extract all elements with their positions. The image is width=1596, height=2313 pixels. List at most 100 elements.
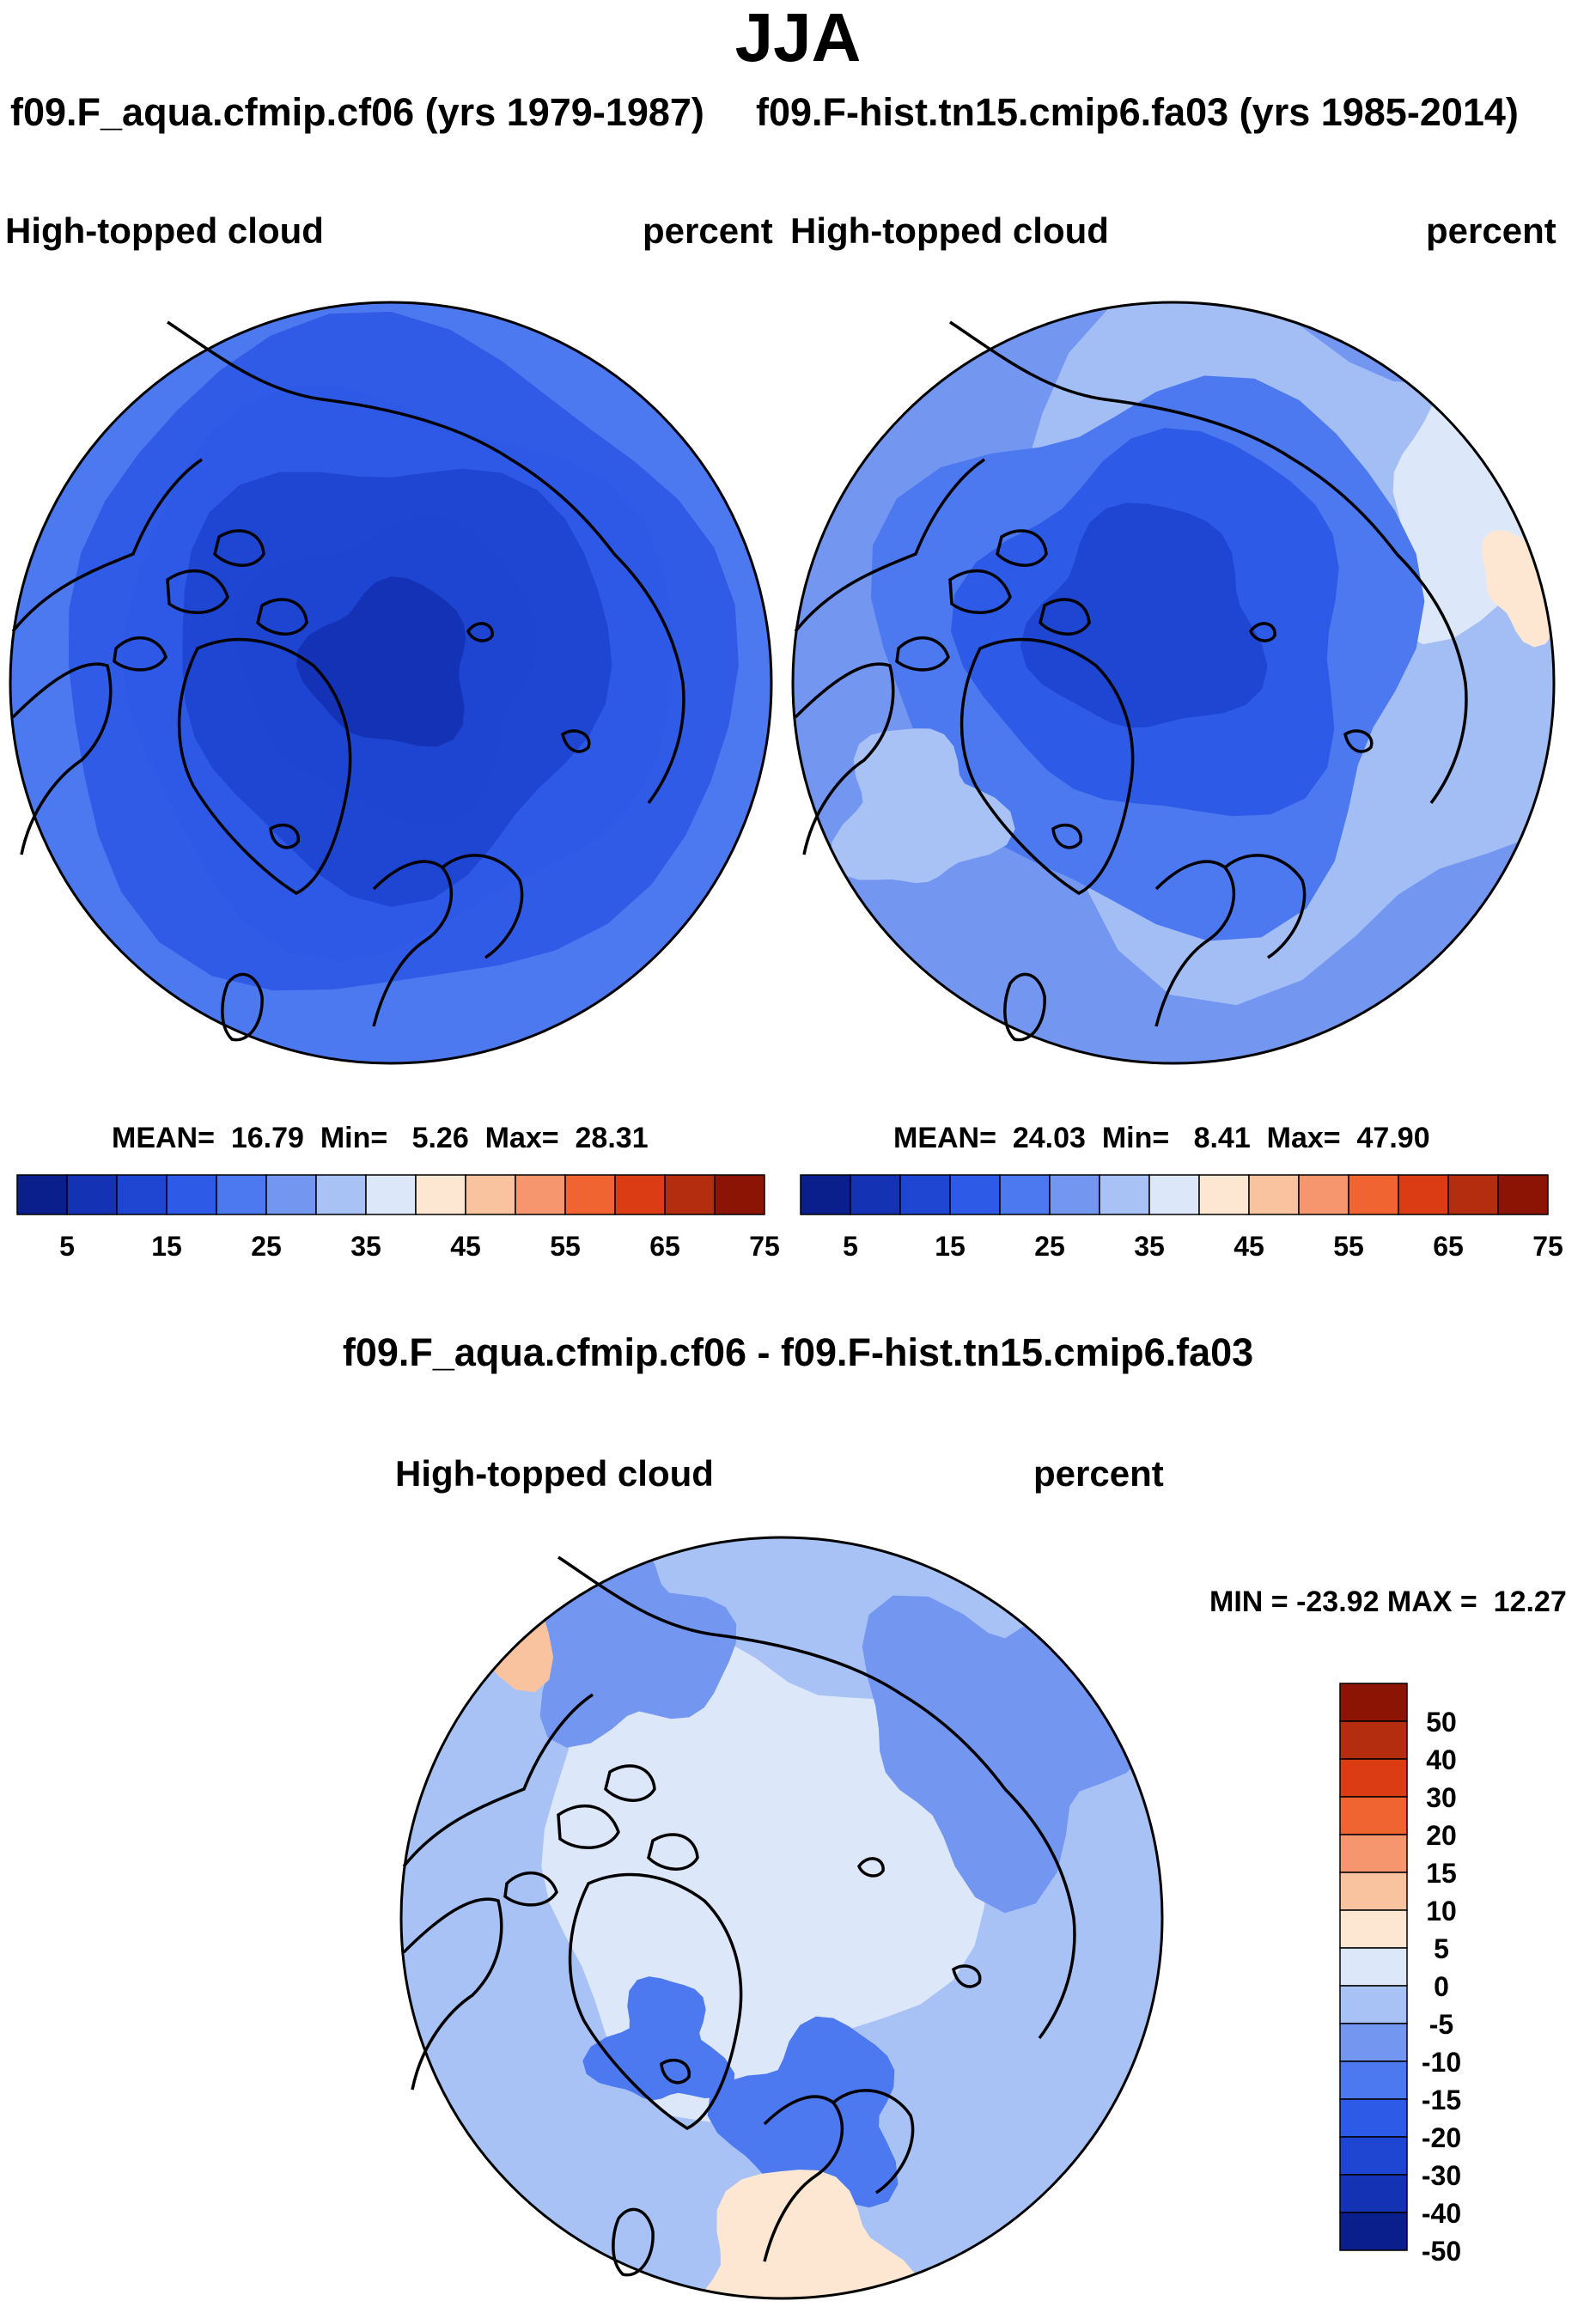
colorbar-box <box>1339 1796 1408 1835</box>
season-title: JJA <box>734 0 862 76</box>
colorbar-box <box>1497 1174 1549 1215</box>
colorbar-box <box>465 1174 516 1215</box>
diff-units-label: percent <box>1033 1453 1164 1494</box>
colorbar-box <box>800 1174 851 1215</box>
right-field-contour <box>831 728 1015 884</box>
colorbar-tick-label: 15 <box>151 1231 182 1262</box>
colorbar-box <box>999 1174 1051 1215</box>
colorbar-box <box>1339 2098 1408 2138</box>
colorbar-tick-label: 55 <box>550 1231 581 1262</box>
colorbar-tick-label: 25 <box>251 1231 282 1262</box>
colorbar-tick-label: -20 <box>1422 2122 1461 2153</box>
colorbar-box <box>216 1174 267 1215</box>
left-stats: MEAN= 16.79 Min= 5.26 Max= 28.31 <box>112 1122 649 1154</box>
colorbar-box <box>1339 1872 1408 1911</box>
colorbar-box <box>1049 1174 1100 1215</box>
colorbar-tick-label: -15 <box>1422 2085 1461 2115</box>
right-variable-label: High-topped cloud <box>790 210 1109 251</box>
colorbar-box <box>116 1174 168 1215</box>
right-colorbar: 5 15 25 35 45 55 65 75 <box>800 1174 1563 1262</box>
left-case-title: f09.F_aqua.cfmip.cf06 (yrs 1979-1987) <box>10 90 704 134</box>
colorbar-box <box>1148 1174 1200 1215</box>
left-units-label: percent <box>643 210 773 251</box>
colorbar-tick-label: 15 <box>935 1231 966 1262</box>
colorbar-box <box>1339 2023 1408 2062</box>
diff-variable-label: High-topped cloud <box>395 1453 714 1494</box>
colorbar-tick-label: 10 <box>1426 1896 1457 1926</box>
colorbar-box <box>1099 1174 1150 1215</box>
colorbar-tick-label: 55 <box>1333 1231 1364 1262</box>
colorbar-box <box>1339 1909 1408 1949</box>
left-map <box>9 301 773 1065</box>
colorbar-tick-label: -30 <box>1422 2160 1461 2191</box>
colorbar-box <box>1339 2174 1408 2213</box>
colorbar-box <box>614 1174 666 1215</box>
colorbar-box <box>415 1174 466 1215</box>
colorbar-tick-label: 30 <box>1426 1782 1457 1813</box>
colorbar-tick-label: 65 <box>649 1231 680 1262</box>
colorbar-box <box>1339 1758 1408 1798</box>
diff-title: f09.F_aqua.cfmip.cf06 - f09.F-hist.tn15.… <box>342 1330 1254 1374</box>
colorbar-box <box>899 1174 951 1215</box>
colorbar-tick-label: 45 <box>450 1231 481 1262</box>
right-field-contour <box>1481 530 1554 648</box>
colorbar-box <box>564 1174 616 1215</box>
colorbar-tick-label: 20 <box>1426 1820 1457 1851</box>
colorbar-tick-label: 75 <box>749 1231 780 1262</box>
diff-field-contour <box>691 2170 924 2298</box>
colorbar-box <box>949 1174 1001 1215</box>
colorbar-box <box>1248 1174 1300 1215</box>
colorbar-tick-label: 5 <box>843 1231 858 1262</box>
colorbar-box <box>1339 2136 1408 2176</box>
colorbar-box <box>714 1174 765 1215</box>
colorbar-tick-label: 5 <box>59 1231 75 1262</box>
colorbar-box <box>1339 1683 1408 1722</box>
colorbar-box <box>1339 2212 1408 2251</box>
colorbar-tick-label: -50 <box>1422 2236 1461 2267</box>
colorbar-tick-label: -5 <box>1429 2009 1453 2040</box>
colorbar-tick-label: -10 <box>1422 2047 1461 2078</box>
right-map <box>791 301 1556 1065</box>
colorbar-box <box>1447 1174 1499 1215</box>
colorbar-tick-label: -40 <box>1422 2198 1461 2229</box>
colorbar-box <box>515 1174 566 1215</box>
colorbar-tick-label: 5 <box>1434 1933 1449 1964</box>
colorbar-box <box>16 1174 68 1215</box>
colorbar-tick-label: 45 <box>1234 1231 1264 1262</box>
colorbar-box <box>850 1174 901 1215</box>
diff-stats: MIN = -23.92 MAX = 12.27 <box>1209 1586 1567 1618</box>
colorbar-box <box>1339 2060 1408 2100</box>
colorbar-box <box>1339 1834 1408 1873</box>
colorbar-box <box>265 1174 317 1215</box>
diff-map <box>399 1536 1164 2300</box>
right-stats: MEAN= 24.03 Min= 8.41 Max= 47.90 <box>893 1122 1430 1154</box>
left-variable-label: High-topped cloud <box>5 210 324 251</box>
colorbar-tick-label: 15 <box>1426 1858 1457 1889</box>
right-case-title: f09.F-hist.tn15.cmip6.fa03 (yrs 1985-201… <box>756 90 1519 134</box>
colorbar-tick-label: 40 <box>1426 1744 1457 1775</box>
colorbar-tick-label: 50 <box>1426 1707 1457 1738</box>
colorbar-tick-label: 35 <box>350 1231 381 1262</box>
diff-map-boundary <box>399 1536 1164 2300</box>
colorbar-box <box>166 1174 217 1215</box>
diff-field-contour <box>707 2016 899 2208</box>
colorbar-box <box>365 1174 417 1215</box>
colorbar-box <box>664 1174 716 1215</box>
colorbar-box <box>1198 1174 1250 1215</box>
colorbar-tick-label: 75 <box>1532 1231 1563 1262</box>
colorbar-box <box>1348 1174 1399 1215</box>
colorbar-box <box>1339 1720 1408 1760</box>
colorbar-box <box>1298 1174 1349 1215</box>
colorbar-box <box>66 1174 118 1215</box>
colorbar-box <box>315 1174 367 1215</box>
colorbar-tick-label: 25 <box>1034 1231 1065 1262</box>
colorbar-tick-label: 0 <box>1434 1971 1449 2002</box>
left-colorbar: 5 15 25 35 45 55 65 75 <box>16 1174 780 1262</box>
colorbar-box <box>1398 1174 1449 1215</box>
colorbar-tick-label: 35 <box>1134 1231 1165 1262</box>
right-map-boundary <box>791 301 1556 1065</box>
colorbar-box <box>1339 1985 1408 2024</box>
right-field-contour <box>1020 502 1268 728</box>
